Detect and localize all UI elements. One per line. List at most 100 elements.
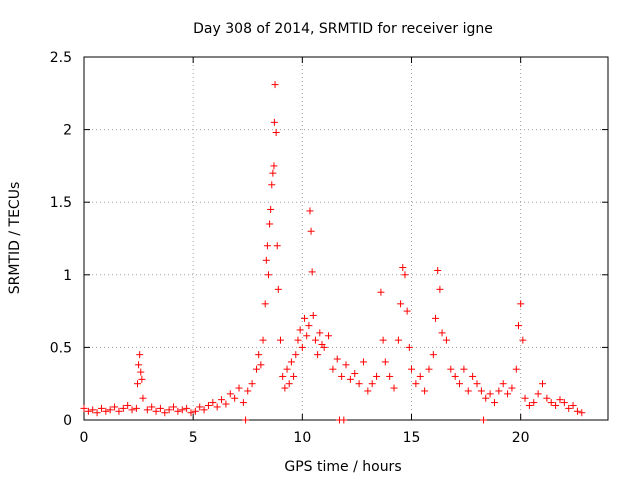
data-point [355, 380, 363, 388]
data-point [517, 300, 525, 308]
grid-lines [84, 57, 608, 420]
data-point [499, 380, 507, 388]
data-point [456, 380, 464, 388]
data-point [521, 394, 529, 402]
data-point [394, 336, 402, 344]
data-point [432, 314, 440, 322]
data-point [359, 358, 367, 366]
data-point [560, 399, 568, 407]
data-point [451, 372, 459, 380]
data-point [239, 399, 247, 407]
data-point [477, 387, 485, 395]
data-point [311, 336, 319, 344]
data-point [340, 416, 348, 424]
data-point [269, 169, 277, 177]
data-point [279, 372, 287, 380]
data-point [329, 365, 337, 373]
data-point [178, 406, 186, 414]
data-point [314, 351, 322, 359]
y-tick-label: 1.5 [50, 195, 72, 211]
data-point [421, 387, 429, 395]
x-tick-label: 0 [80, 430, 89, 446]
data-point [111, 403, 119, 411]
data-point [303, 332, 311, 340]
data-point [196, 403, 204, 411]
data-point [351, 370, 359, 378]
data-points [80, 81, 586, 424]
data-point [290, 372, 298, 380]
data-point [244, 387, 252, 395]
x-tick-label: 15 [403, 430, 421, 446]
data-point [301, 314, 309, 322]
data-point [460, 365, 468, 373]
data-point [137, 368, 145, 376]
data-point [135, 361, 143, 369]
data-point [504, 390, 512, 398]
data-point [267, 205, 275, 213]
data-point [530, 399, 538, 407]
x-tick-label: 20 [512, 430, 530, 446]
data-point [124, 401, 132, 409]
data-point [429, 351, 437, 359]
data-point [386, 372, 394, 380]
data-point [508, 384, 516, 392]
data-point [115, 407, 123, 415]
data-point [97, 404, 105, 412]
data-point [306, 207, 314, 215]
y-tick-label: 0.5 [50, 340, 72, 356]
data-point [156, 404, 164, 412]
data-point [556, 396, 564, 404]
data-point [298, 343, 306, 351]
data-point [408, 365, 415, 373]
data-point [412, 380, 420, 388]
y-axis-label: SRMTID / TECUs [7, 182, 23, 295]
data-point [325, 332, 333, 340]
data-point [364, 387, 372, 395]
data-point [93, 409, 101, 417]
data-point [285, 380, 293, 388]
data-point [377, 288, 385, 296]
data-point [287, 358, 295, 366]
data-point [397, 300, 405, 308]
data-point [259, 336, 267, 344]
data-point [399, 264, 407, 272]
data-point [174, 407, 182, 415]
data-point [292, 351, 300, 359]
data-point [106, 406, 114, 414]
data-point [213, 403, 221, 411]
data-point [84, 407, 92, 415]
data-point [320, 343, 328, 351]
data-point [425, 365, 433, 373]
data-point [379, 336, 387, 344]
data-point [235, 384, 243, 392]
data-point [342, 361, 350, 369]
data-point [148, 403, 156, 411]
data-point [469, 372, 477, 380]
axis-ticks: 0 5 10 15 20 0 0.5 1 1.5 2 2.5 [50, 50, 608, 446]
data-point [270, 162, 278, 170]
data-point [204, 401, 212, 409]
data-point [143, 406, 151, 414]
x-tick-label: 10 [293, 430, 311, 446]
data-point [132, 404, 140, 412]
data-point [434, 266, 442, 274]
data-point [152, 407, 160, 415]
data-point [133, 380, 141, 388]
data-point [442, 336, 450, 344]
data-point [480, 416, 488, 424]
data-point [519, 336, 527, 344]
data-point [534, 390, 542, 398]
x-tick-label: 5 [189, 430, 198, 446]
data-point [268, 181, 276, 189]
data-point [222, 400, 230, 408]
data-point [381, 358, 389, 366]
data-point [305, 322, 313, 330]
data-point [139, 394, 147, 402]
data-point [573, 407, 581, 415]
data-point [547, 399, 555, 407]
data-point [273, 242, 281, 250]
data-point [271, 81, 279, 89]
data-point [473, 380, 481, 388]
data-point [252, 365, 260, 373]
data-point [277, 336, 284, 344]
